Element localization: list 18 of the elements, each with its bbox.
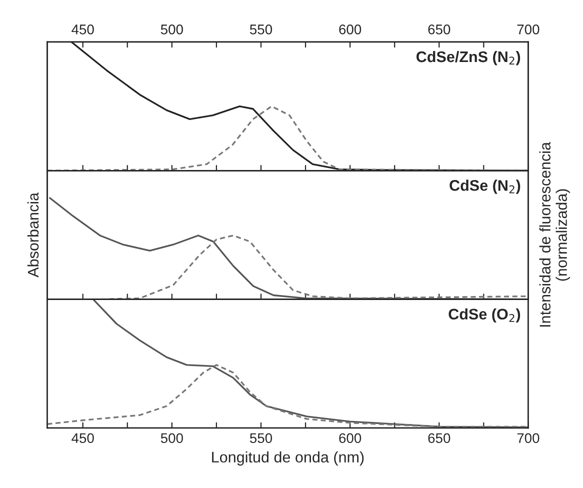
x-tick-label: 450 — [72, 433, 94, 444]
x-axis-title: Longitud de onda (nm) — [212, 451, 364, 466]
x2-tick-label: 550 — [250, 24, 272, 34]
x-tick-label: 700 — [517, 433, 540, 444]
x-tick-label: 600 — [339, 433, 362, 444]
x-tick-label: 500 — [160, 433, 183, 444]
y-axis-title: Absorbancia — [27, 192, 39, 278]
y2-axis-title: Intensidad de fluorescencia (normalizada) — [539, 142, 570, 327]
x2-tick-label: 700 — [517, 24, 540, 34]
text: CdSe (O$_{2}$) — [448, 308, 520, 323]
x-tick-label: 550 — [250, 433, 272, 444]
x2-tick-label: 500 — [160, 24, 183, 34]
x-tick-label: 650 — [428, 433, 450, 444]
text: CdSe/ZnS (N$_{2}$) — [416, 50, 520, 66]
chart-title: CdSe (N$_{2}$) — [450, 180, 520, 194]
x2-tick-label: 600 — [339, 24, 362, 34]
x2-tick-label: 650 — [428, 24, 450, 34]
x2-tick-label: 450 — [72, 24, 94, 34]
